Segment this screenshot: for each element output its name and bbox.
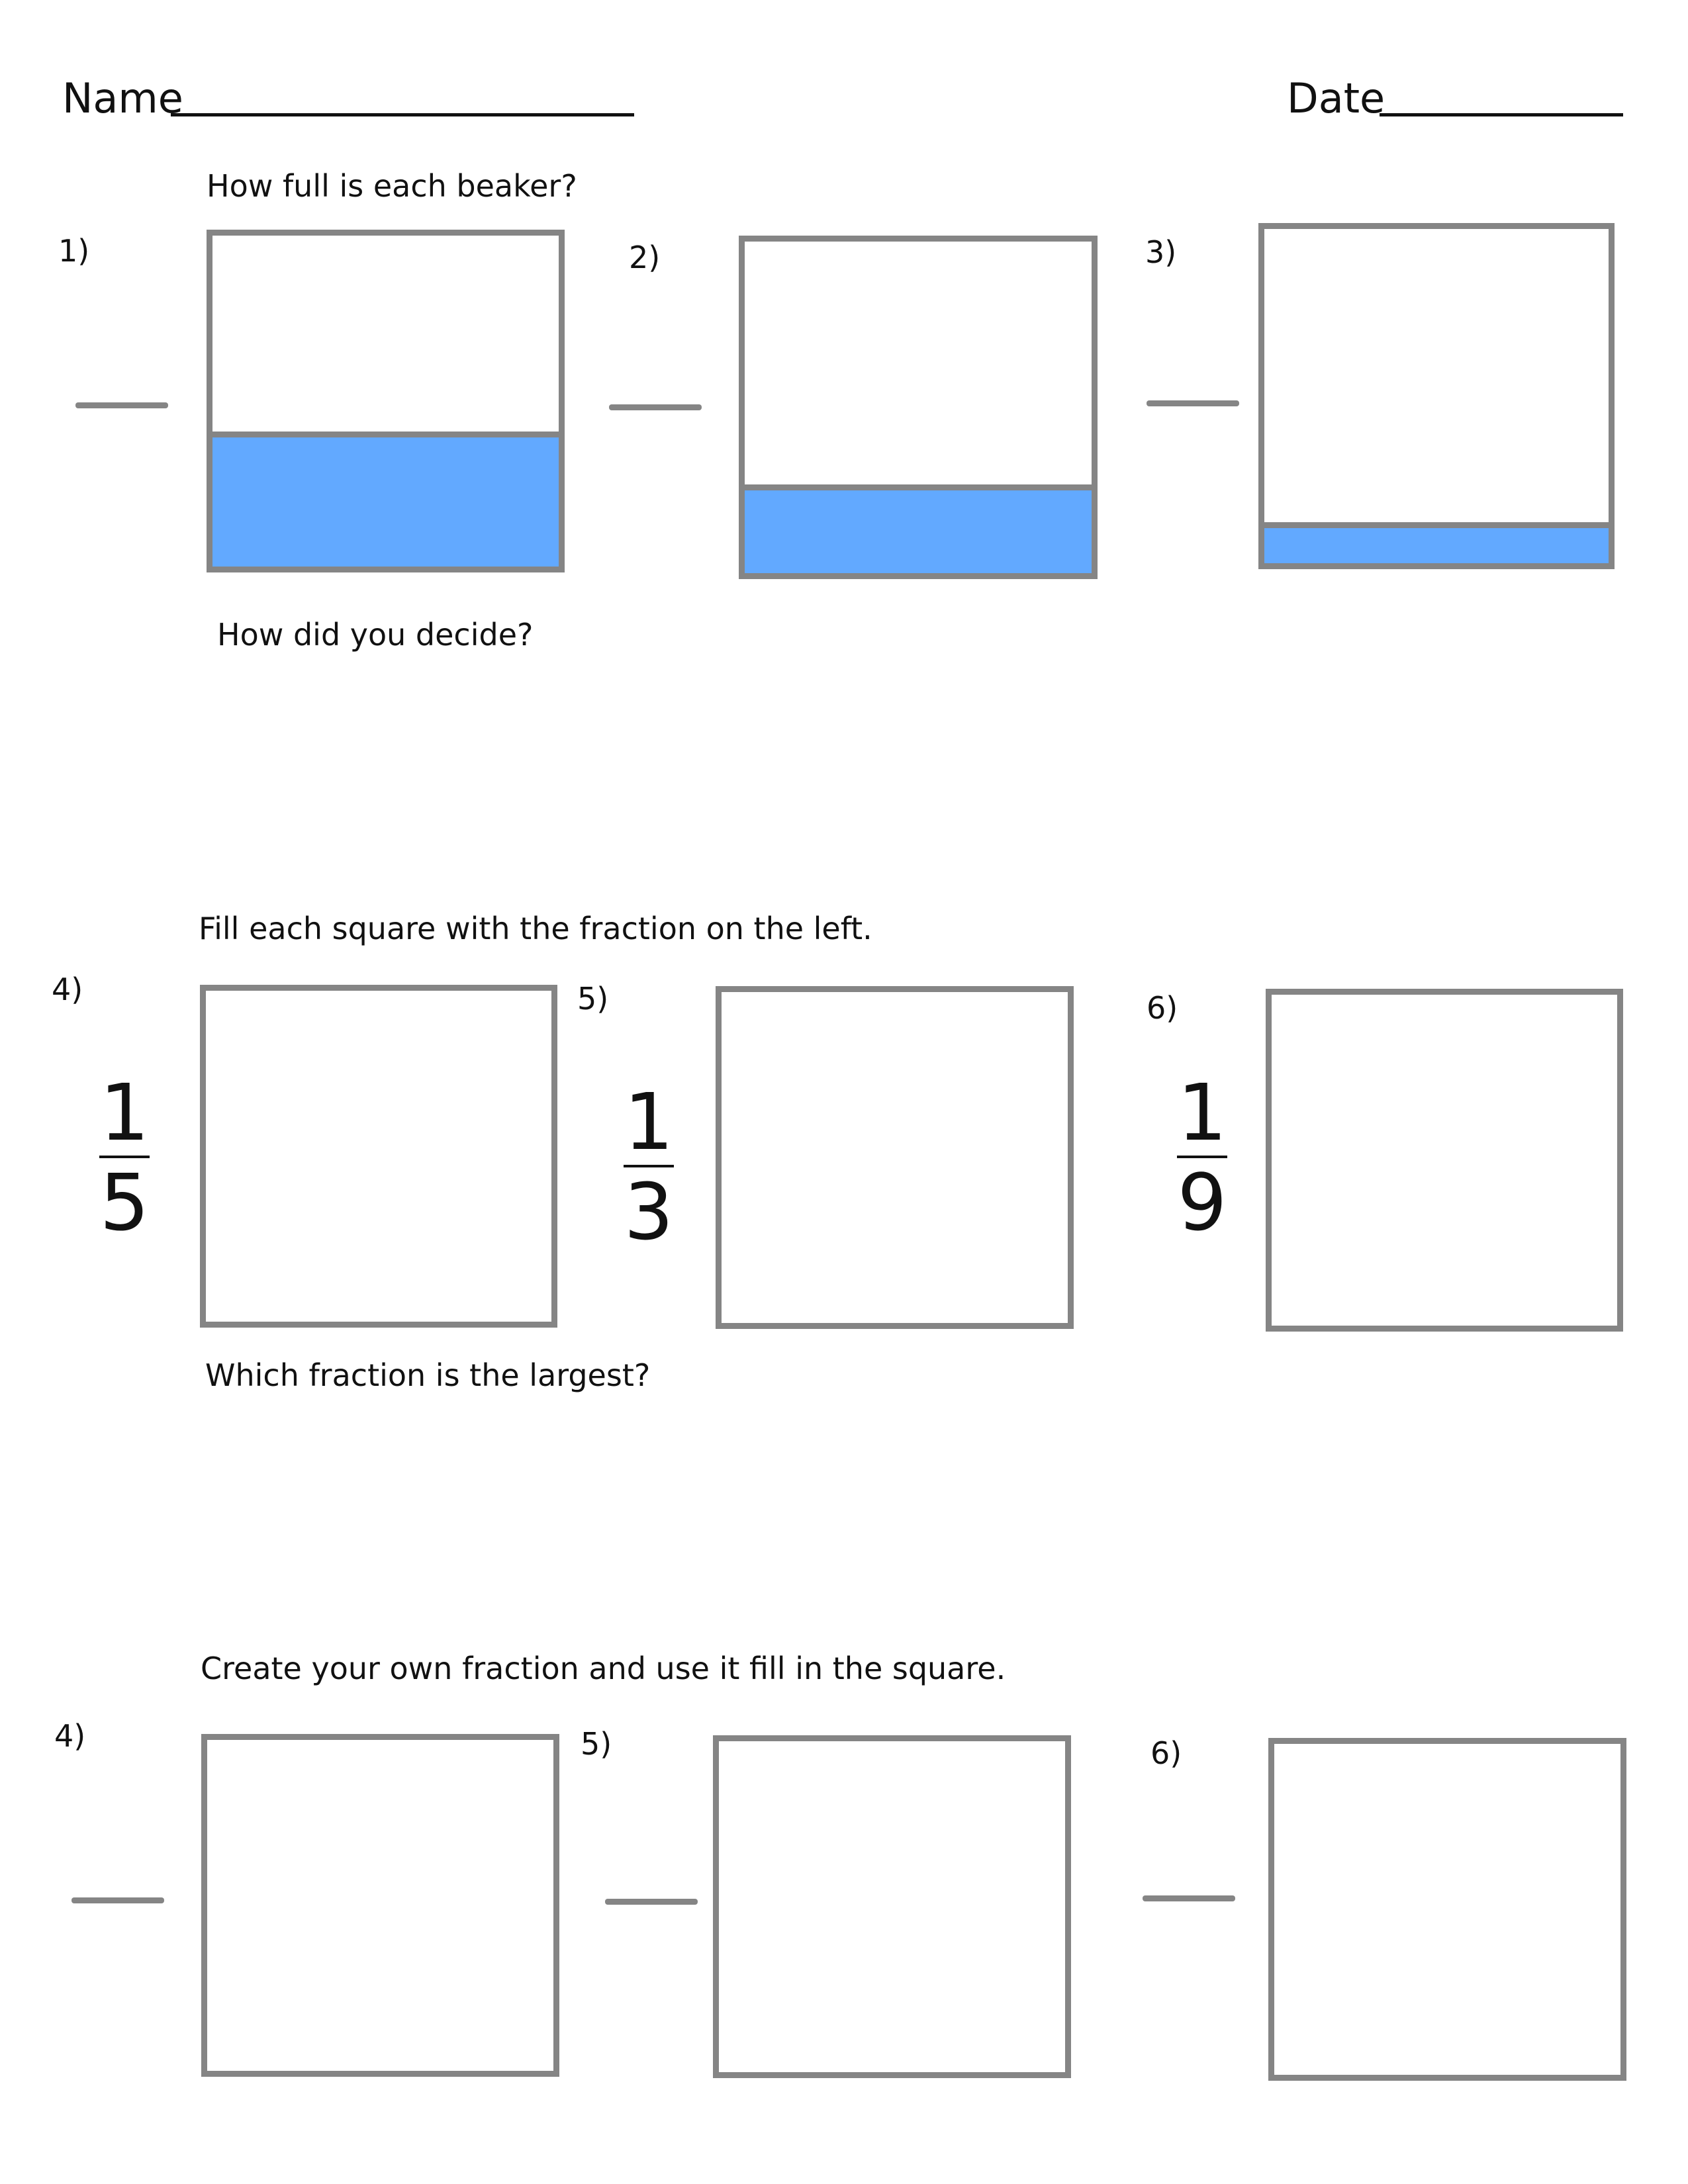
fraction-one-third: 1 3 bbox=[612, 1083, 685, 1251]
date-field-line[interactable] bbox=[1380, 113, 1623, 116]
question-number-6b: 6) bbox=[1150, 1735, 1182, 1771]
fraction-bar bbox=[1177, 1156, 1227, 1158]
beaker-1 bbox=[207, 230, 565, 572]
answer-line-3[interactable] bbox=[1147, 400, 1239, 406]
fraction-denominator: 3 bbox=[624, 1166, 674, 1257]
beaker-2-water bbox=[745, 484, 1092, 573]
question-number-1: 1) bbox=[58, 233, 90, 269]
question-number-5: 5) bbox=[577, 981, 609, 1017]
fill-square-6[interactable] bbox=[1266, 989, 1623, 1332]
section2-instruction: Fill each square with the fraction on th… bbox=[199, 911, 872, 946]
beaker-2 bbox=[739, 236, 1098, 579]
beaker-1-water bbox=[212, 432, 559, 567]
fraction-numerator: 1 bbox=[1177, 1067, 1227, 1158]
answer-line-6b[interactable] bbox=[1143, 1895, 1235, 1901]
answer-line-1[interactable] bbox=[75, 402, 168, 408]
fill-square-5b[interactable] bbox=[713, 1735, 1071, 2078]
fraction-one-fifth: 1 5 bbox=[88, 1073, 161, 1242]
fraction-denominator: 5 bbox=[99, 1157, 150, 1248]
beaker-3-water bbox=[1264, 522, 1609, 563]
date-label: Date bbox=[1287, 74, 1385, 122]
name-field-line[interactable] bbox=[171, 113, 634, 116]
name-label: Name bbox=[62, 74, 183, 122]
beaker-3 bbox=[1258, 223, 1615, 569]
fraction-denominator: 9 bbox=[1177, 1157, 1227, 1248]
section3-instruction: Create your own fraction and use it fill… bbox=[201, 1651, 1006, 1686]
section1-followup: How did you decide? bbox=[217, 617, 534, 653]
fraction-numerator: 1 bbox=[624, 1076, 674, 1167]
fraction-one-ninth: 1 9 bbox=[1166, 1073, 1239, 1242]
answer-line-5b[interactable] bbox=[605, 1899, 698, 1905]
question-number-2: 2) bbox=[629, 240, 661, 275]
fill-square-4b[interactable] bbox=[201, 1734, 559, 2077]
question-number-6: 6) bbox=[1147, 990, 1178, 1026]
fraction-bar bbox=[624, 1165, 674, 1167]
fill-square-5[interactable] bbox=[716, 986, 1074, 1329]
fill-square-6b[interactable] bbox=[1268, 1738, 1626, 2081]
question-number-3: 3) bbox=[1145, 234, 1177, 270]
fill-square-4[interactable] bbox=[200, 985, 557, 1328]
answer-line-4b[interactable] bbox=[71, 1897, 164, 1903]
section2-followup: Which fraction is the largest? bbox=[205, 1357, 651, 1393]
section1-instruction: How full is each beaker? bbox=[207, 168, 577, 204]
fraction-bar bbox=[99, 1156, 150, 1158]
answer-line-2[interactable] bbox=[609, 404, 702, 410]
question-number-5b: 5) bbox=[581, 1726, 612, 1762]
question-number-4: 4) bbox=[52, 972, 83, 1007]
question-number-4b: 4) bbox=[54, 1718, 86, 1754]
fraction-numerator: 1 bbox=[99, 1067, 150, 1158]
